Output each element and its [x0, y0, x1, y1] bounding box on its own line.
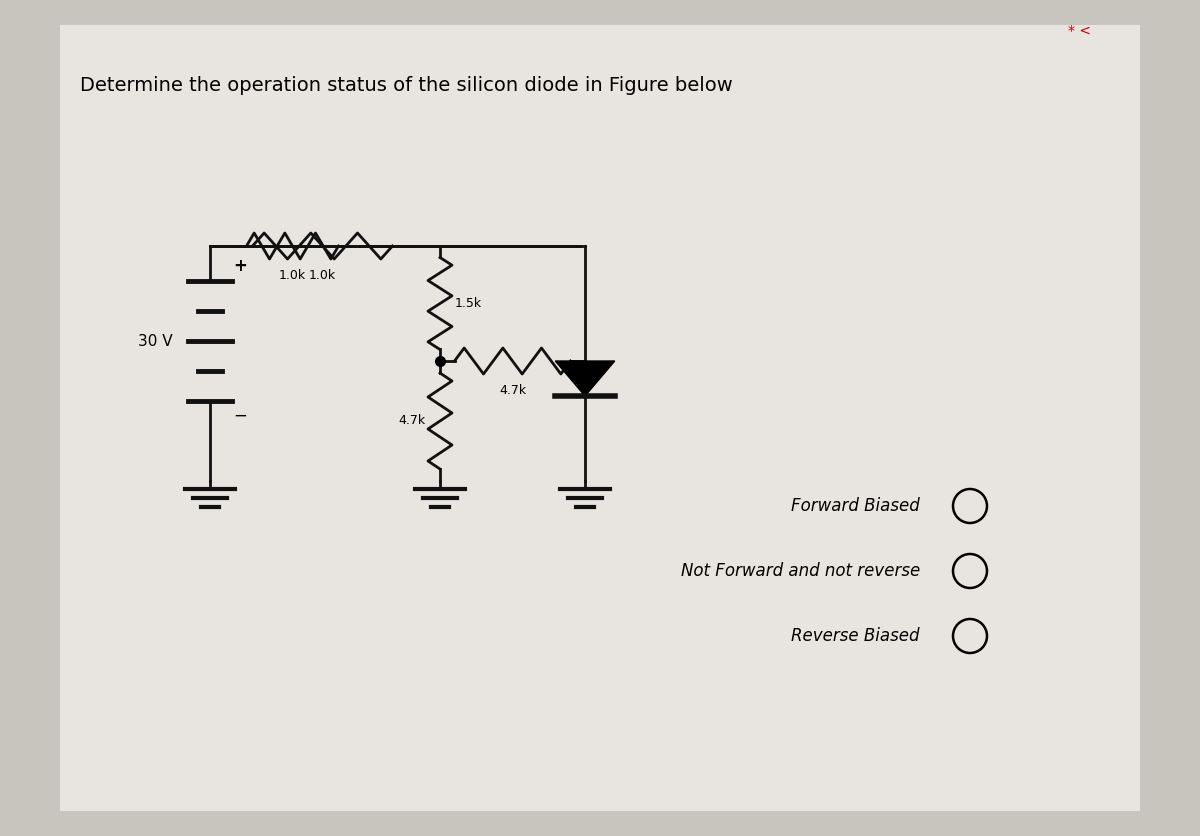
Text: Not Forward and not reverse: Not Forward and not reverse [680, 562, 920, 580]
Text: Determine the operation status of the silicon diode in Figure below: Determine the operation status of the si… [80, 77, 733, 95]
Text: 1.0k: 1.0k [278, 269, 306, 283]
Text: * <: * < [1068, 24, 1092, 38]
Polygon shape [556, 361, 614, 396]
Text: −: − [233, 407, 247, 425]
Text: 1.5k: 1.5k [455, 297, 481, 310]
Text: 4.7k: 4.7k [499, 385, 526, 397]
Text: 1.0k: 1.0k [308, 269, 336, 283]
Text: Forward Biased: Forward Biased [791, 497, 920, 515]
Text: +: + [233, 257, 247, 275]
Text: 4.7k: 4.7k [398, 415, 426, 427]
Text: Reverse Biased: Reverse Biased [792, 627, 920, 645]
Text: 30 V: 30 V [138, 334, 173, 349]
